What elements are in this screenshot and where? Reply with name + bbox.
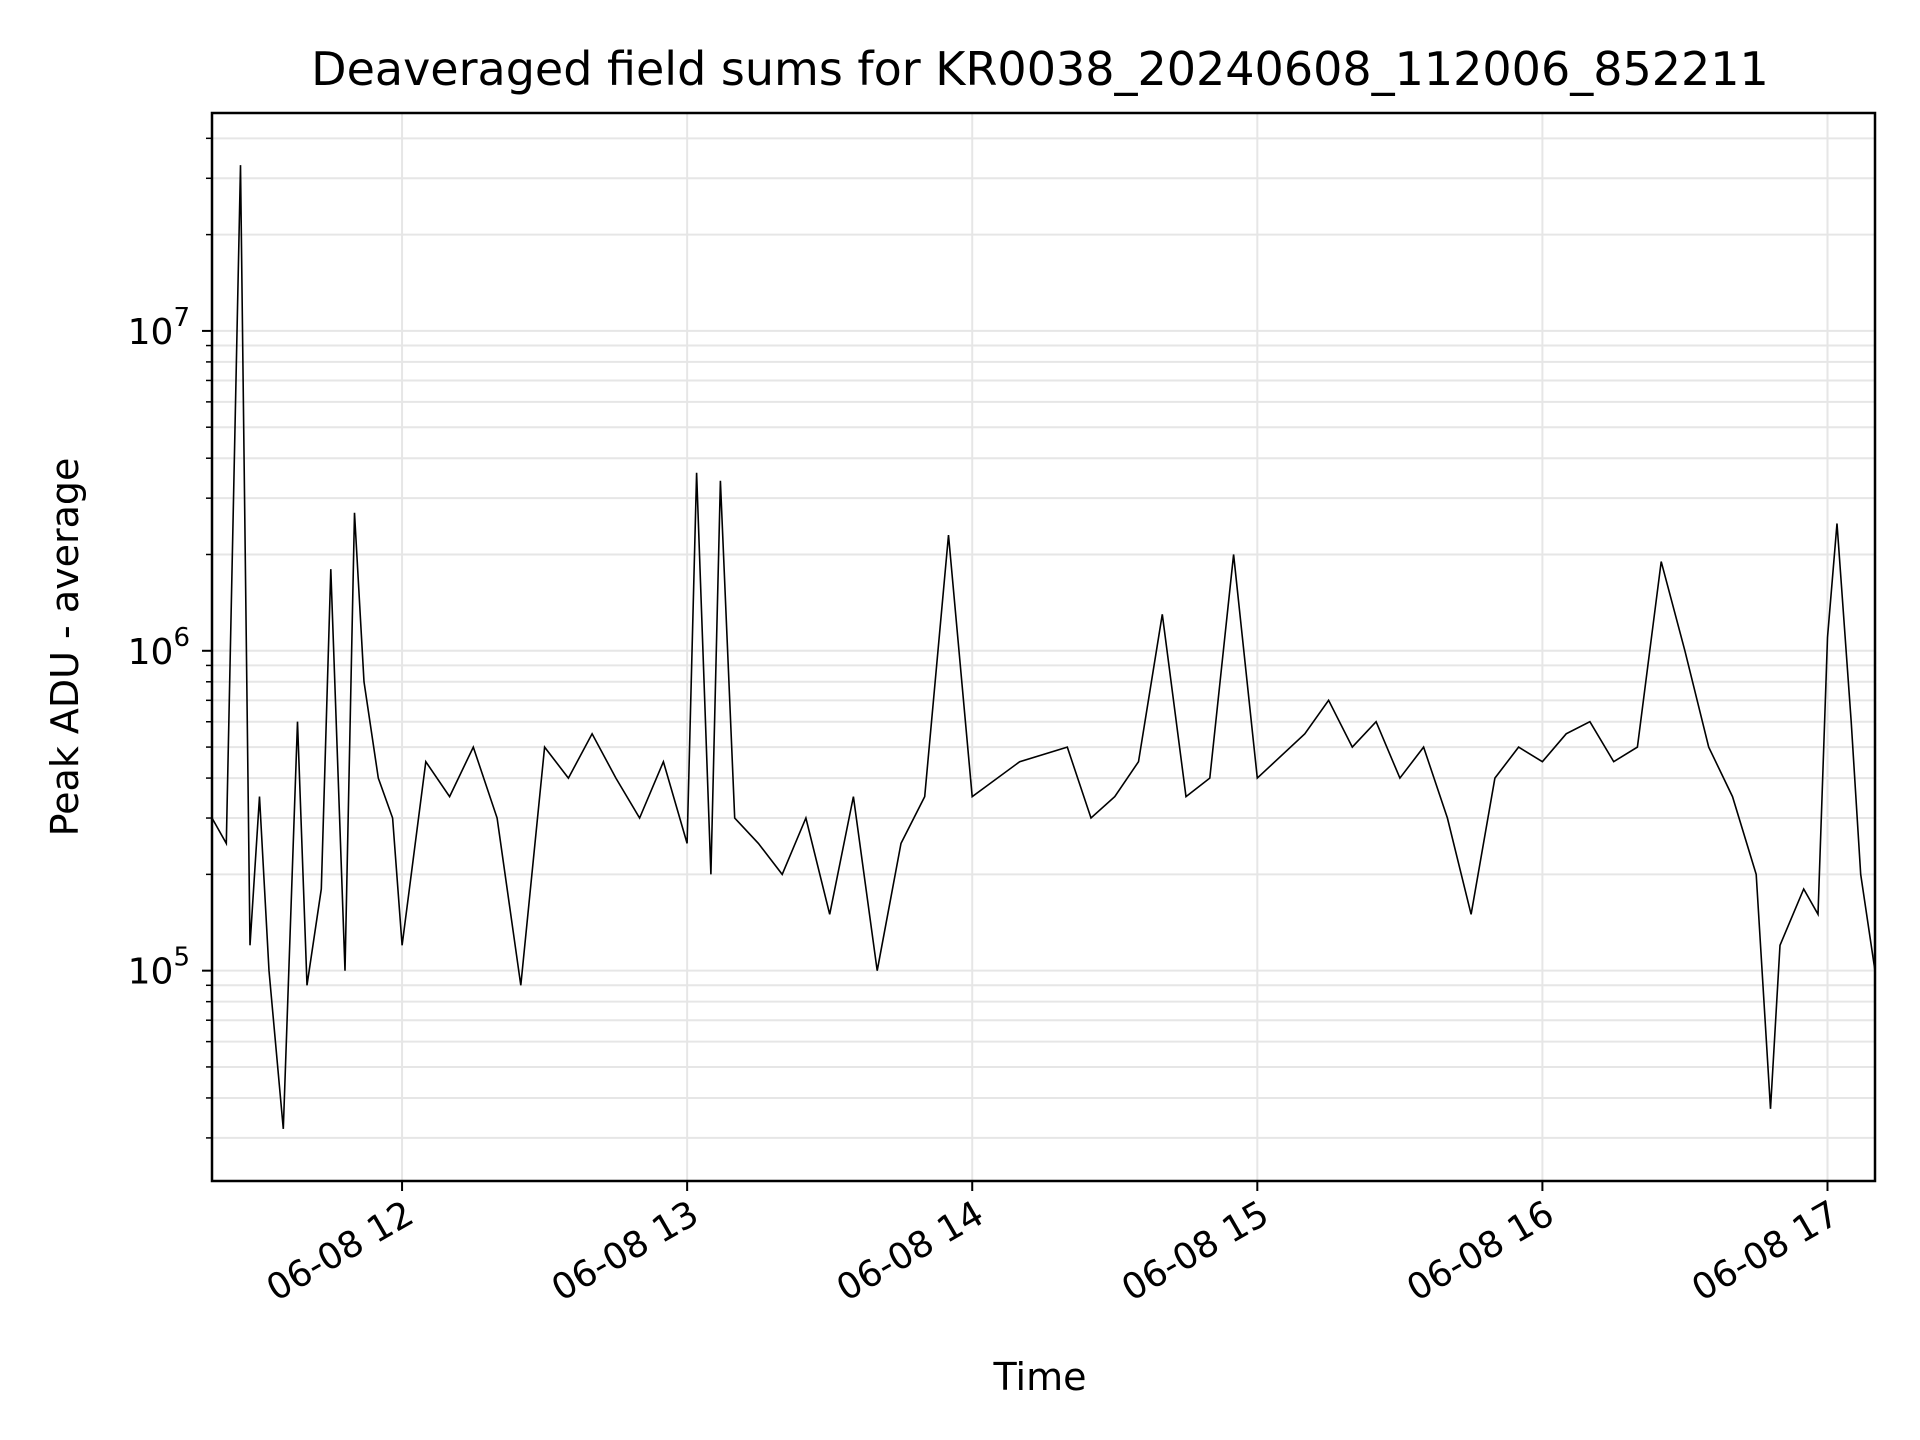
plot-area xyxy=(210,111,1877,1183)
chart-title: Deaveraged field sums for KR0038_2024060… xyxy=(311,42,1769,96)
grid xyxy=(212,113,1875,1181)
x-axis: 06-08 12 06-08 13 06-08 14 06-08 15 06-08 16… xyxy=(260,1181,1846,1310)
x-tick-label: 06-08 15 xyxy=(1115,1193,1276,1309)
x-tick-label: 06-08 17 xyxy=(1685,1193,1846,1309)
x-axis-label: Time xyxy=(993,1355,1087,1399)
y-tick-label: 105 xyxy=(128,943,190,993)
x-tick-label: 06-08 13 xyxy=(545,1193,706,1309)
y-axis: 105 106 107 xyxy=(128,137,212,1139)
series-group xyxy=(211,165,1876,1129)
y-tick-label: 106 xyxy=(128,623,190,673)
x-tick-label: 06-08 14 xyxy=(830,1193,991,1309)
series-line xyxy=(211,165,1876,1129)
y-axis-label: Peak ADU - average xyxy=(43,458,87,837)
x-tick-label: 06-08 12 xyxy=(260,1193,421,1309)
y-tick-label: 107 xyxy=(128,303,190,353)
x-tick-label: 06-08 16 xyxy=(1400,1193,1561,1309)
